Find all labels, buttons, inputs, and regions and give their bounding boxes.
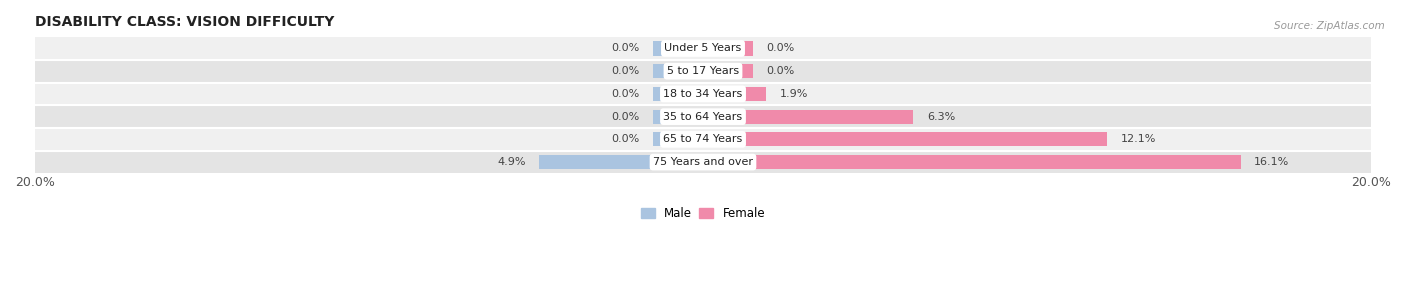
- Bar: [652, 132, 703, 146]
- Bar: [703, 110, 914, 124]
- Text: 18 to 34 Years: 18 to 34 Years: [664, 89, 742, 99]
- Text: 1.9%: 1.9%: [780, 89, 808, 99]
- Text: 0.0%: 0.0%: [612, 66, 640, 76]
- Bar: [703, 41, 754, 55]
- Bar: [35, 105, 1371, 128]
- Text: 65 to 74 Years: 65 to 74 Years: [664, 134, 742, 144]
- Text: 0.0%: 0.0%: [766, 43, 794, 54]
- Text: 0.0%: 0.0%: [612, 89, 640, 99]
- Bar: [35, 151, 1371, 174]
- Bar: [703, 64, 754, 78]
- Text: 0.0%: 0.0%: [612, 43, 640, 54]
- Text: 0.0%: 0.0%: [766, 66, 794, 76]
- Bar: [703, 87, 766, 101]
- Bar: [35, 37, 1371, 60]
- Text: 35 to 64 Years: 35 to 64 Years: [664, 112, 742, 122]
- Bar: [35, 60, 1371, 83]
- Text: 12.1%: 12.1%: [1121, 134, 1156, 144]
- Text: 16.1%: 16.1%: [1254, 157, 1289, 167]
- Bar: [703, 155, 1240, 169]
- Text: DISABILITY CLASS: VISION DIFFICULTY: DISABILITY CLASS: VISION DIFFICULTY: [35, 15, 335, 29]
- Text: Source: ZipAtlas.com: Source: ZipAtlas.com: [1274, 21, 1385, 32]
- Text: 4.9%: 4.9%: [498, 157, 526, 167]
- Bar: [35, 128, 1371, 151]
- Bar: [703, 132, 1107, 146]
- Text: 75 Years and over: 75 Years and over: [652, 157, 754, 167]
- Bar: [652, 64, 703, 78]
- Bar: [35, 83, 1371, 105]
- Text: 5 to 17 Years: 5 to 17 Years: [666, 66, 740, 76]
- Bar: [652, 87, 703, 101]
- Bar: [652, 41, 703, 55]
- Bar: [652, 110, 703, 124]
- Bar: [540, 155, 703, 169]
- Legend: Male, Female: Male, Female: [636, 202, 770, 225]
- Text: 0.0%: 0.0%: [612, 134, 640, 144]
- Text: Under 5 Years: Under 5 Years: [665, 43, 741, 54]
- Text: 6.3%: 6.3%: [927, 112, 955, 122]
- Text: 0.0%: 0.0%: [612, 112, 640, 122]
